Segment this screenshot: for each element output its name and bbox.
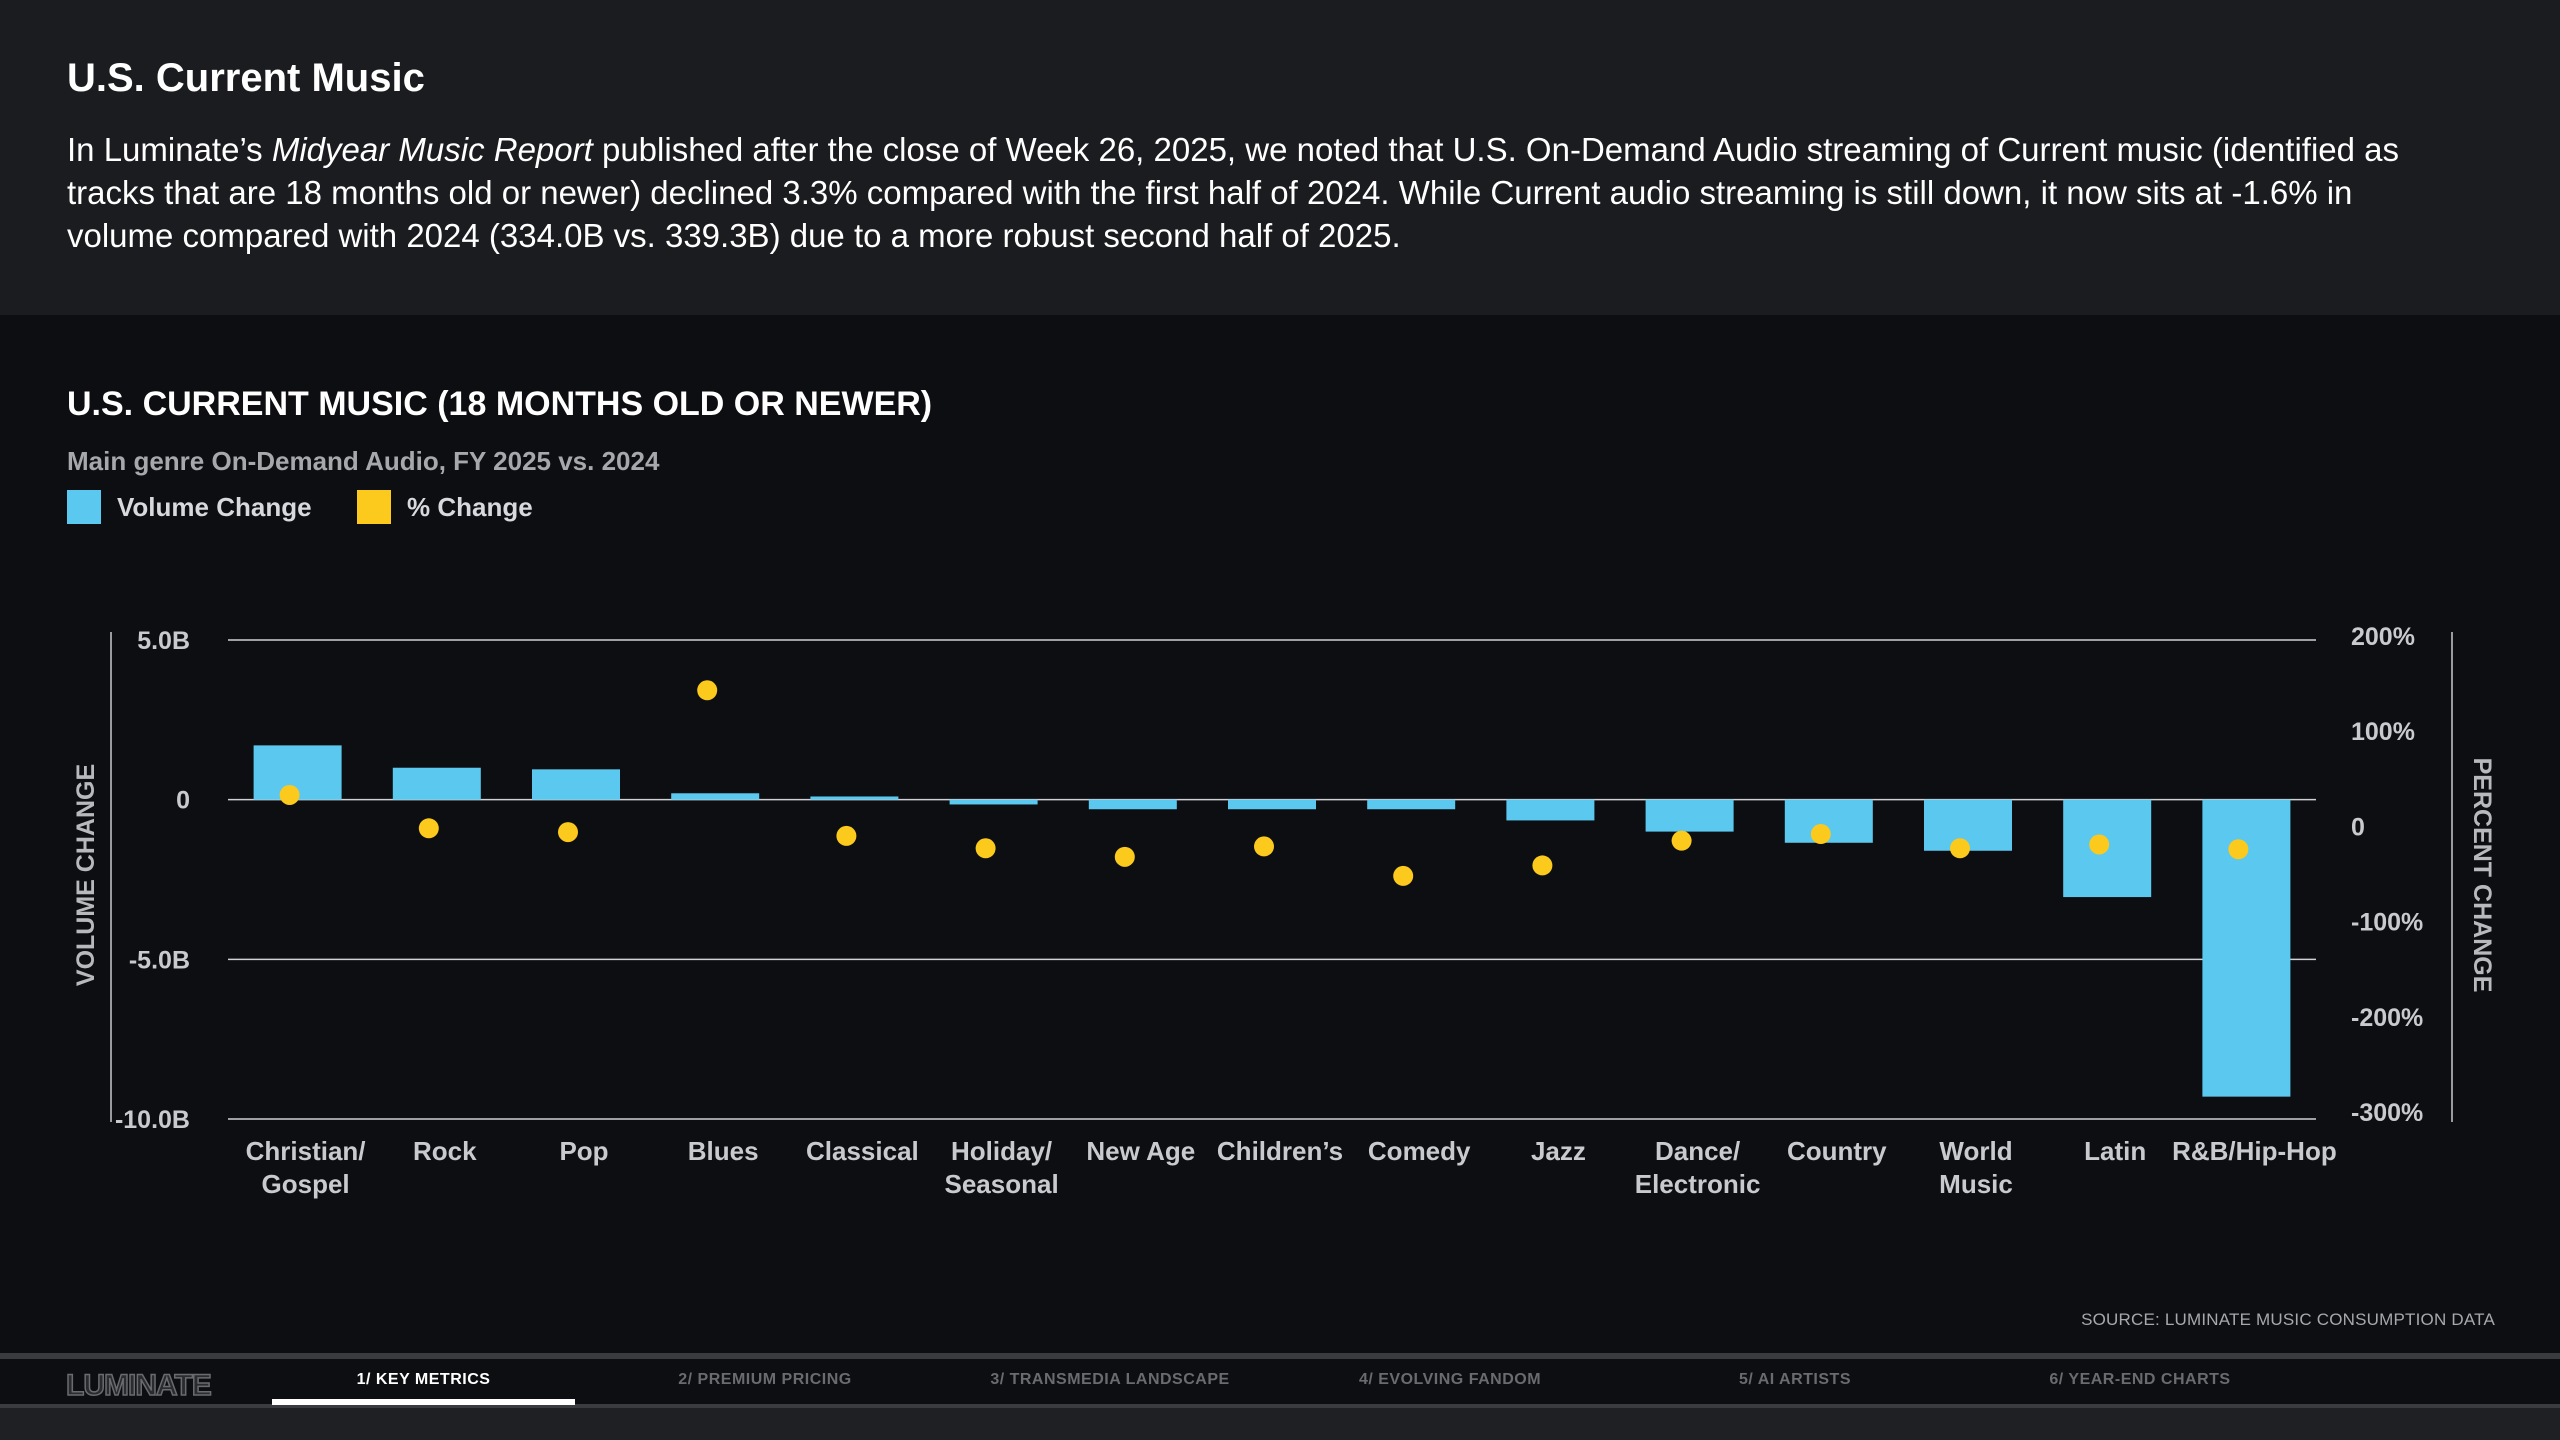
category-label: Latin xyxy=(2084,1136,2146,1166)
category-label: Blues xyxy=(688,1136,759,1166)
category-label: Jazz xyxy=(1531,1136,1586,1166)
legend-swatch-percent xyxy=(357,490,391,524)
percent-dot xyxy=(836,825,857,846)
footer-bottom-bar xyxy=(0,1408,2560,1440)
right-tick-label: 100% xyxy=(2351,718,2415,746)
category-label: Comedy xyxy=(1368,1136,1471,1166)
volume-bar xyxy=(1367,799,1456,810)
legend-label-volume: Volume Change xyxy=(117,491,312,522)
percent-dot xyxy=(1254,836,1274,857)
legend-swatch-volume xyxy=(67,490,101,524)
legend-item-volume: Volume Change xyxy=(67,490,312,524)
intro-paragraph: In Luminate’s Midyear Music Report publi… xyxy=(67,128,2447,257)
legend-label-percent: % Change xyxy=(407,491,533,522)
category-label: Holiday/Seasonal xyxy=(945,1136,1059,1199)
chart-subtitle: Main genre On-Demand Audio, FY 2025 vs. … xyxy=(67,446,660,476)
volume-bar xyxy=(949,799,1038,805)
tab-year-end-charts[interactable]: 6/ YEAR-END CHARTS xyxy=(2049,1371,2231,1388)
source-note: SOURCE: LUMINATE MUSIC CONSUMPTION DATA xyxy=(2081,1310,2495,1329)
volume-bar xyxy=(1506,799,1595,821)
category-label: R&B/Hip-Hop xyxy=(2172,1136,2337,1166)
tab-ai-artists[interactable]: 5/ AI ARTISTS xyxy=(1739,1371,1851,1388)
percent-dot xyxy=(558,822,578,843)
percent-dot xyxy=(1810,824,1831,845)
category-label: Children’s xyxy=(1217,1136,1343,1166)
right-tick-label: 0 xyxy=(2351,813,2365,841)
luminate-logo[interactable]: LUMINATE xyxy=(65,1368,212,1403)
combo-chart: 5.0B 0 -5.0B -10.0B 200% 100% 0 -100% -200% -300%… xyxy=(72,623,2496,1199)
volume-bar xyxy=(810,796,899,800)
volume-bar xyxy=(671,793,760,800)
tab-key-metrics[interactable]: 1/ KEY METRICS xyxy=(356,1371,491,1388)
volume-bar xyxy=(1228,799,1316,810)
category-label: Christian/Gospel xyxy=(246,1136,366,1199)
header-panel xyxy=(0,0,2560,315)
right-tick-label: -300% xyxy=(2351,1099,2423,1127)
intro-text-end: published after the close of Week 26, 20… xyxy=(67,131,2399,254)
percent-dot xyxy=(1114,846,1135,867)
right-tick-label: 200% xyxy=(2351,623,2415,651)
volume-bar xyxy=(1924,799,2012,851)
category-label: Country xyxy=(1787,1136,1887,1166)
right-tick-label: -200% xyxy=(2351,1004,2423,1032)
percent-dot xyxy=(697,680,718,701)
percent-dot xyxy=(1532,855,1553,876)
volume-bar xyxy=(392,767,481,800)
right-axis-title: PERCENT CHANGE xyxy=(2468,758,2496,993)
category-label: World Music xyxy=(1939,1136,2013,1199)
report-title: Midyear Music Report xyxy=(271,131,593,168)
volume-bar xyxy=(1088,799,1177,810)
active-tab-indicator xyxy=(272,1399,575,1405)
left-tick-label: 0 xyxy=(176,787,190,815)
category-label: Rock xyxy=(413,1136,477,1166)
footer-divider xyxy=(0,1353,2560,1359)
percent-dot xyxy=(1671,830,1692,851)
percent-dot xyxy=(1393,865,1414,886)
footer-nav: LUMINATE 1/ KEY METRICS 2/ PREMIUM PRICI… xyxy=(0,1353,2560,1440)
percent-dot xyxy=(1950,838,1970,859)
category-label: Pop xyxy=(559,1136,608,1166)
page-title: U.S. Current Music xyxy=(67,56,425,100)
percent-dot xyxy=(418,818,439,839)
volume-bar xyxy=(1645,799,1734,832)
category-label: New Age xyxy=(1086,1136,1195,1166)
legend-item-percent: % Change xyxy=(357,490,533,524)
left-tick-label: -5.0B xyxy=(129,946,190,974)
tab-evolving-fandom[interactable]: 4/ EVOLVING FANDOM xyxy=(1358,1371,1542,1388)
intro-text-start: In Luminate’s xyxy=(67,131,272,168)
left-axis-title: VOLUME CHANGE xyxy=(72,764,100,986)
percent-dot xyxy=(2089,834,2110,855)
percent-dot xyxy=(2228,839,2249,860)
percent-dot xyxy=(975,838,996,859)
left-tick-label: 5.0B xyxy=(137,627,190,655)
category-label: Dance/Electronic xyxy=(1635,1136,1761,1199)
left-tick-label: -10.0B xyxy=(115,1106,190,1134)
category-label: Classical xyxy=(806,1136,919,1166)
volume-bar xyxy=(532,769,620,800)
chart-title: U.S. CURRENT MUSIC (18 MONTHS OLD OR NEW… xyxy=(67,385,933,423)
tab-transmedia-landscape[interactable]: 3/ TRANSMEDIA LANDSCAPE xyxy=(990,1371,1230,1388)
right-tick-label: -100% xyxy=(2351,909,2423,937)
percent-dot xyxy=(279,784,300,805)
footer-bottom-divider xyxy=(0,1404,2560,1408)
tab-premium-pricing[interactable]: 2/ PREMIUM PRICING xyxy=(678,1371,852,1388)
